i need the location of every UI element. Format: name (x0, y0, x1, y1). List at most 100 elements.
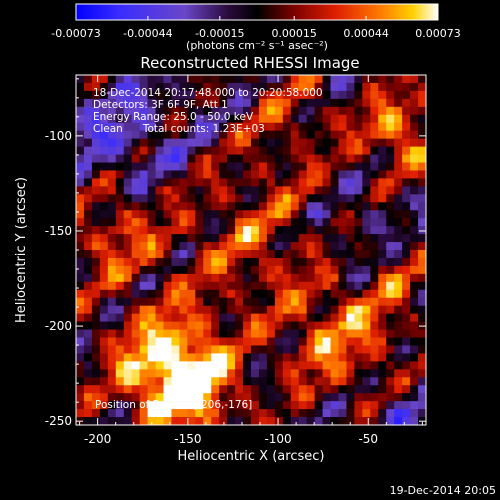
heatmap-cell (163, 345, 172, 354)
heatmap-cell (91, 106, 101, 116)
y-tick-label: -100 (45, 129, 72, 143)
heatmap-cell (322, 321, 331, 330)
heatmap-cell (370, 313, 379, 322)
heatmap-cell (83, 297, 93, 306)
heatmap-cell (338, 265, 347, 275)
heatmap-cell (91, 210, 101, 219)
heatmap-cell (163, 257, 172, 267)
heatmap-cell (362, 417, 371, 426)
heatmap-cell (227, 265, 236, 275)
heatmap-cell (219, 154, 228, 163)
heatmap-cell (91, 297, 101, 306)
heatmap-cell (386, 82, 395, 92)
heatmap-cell (386, 329, 395, 338)
heatmap-cell (211, 218, 220, 227)
heatmap-cell (115, 401, 125, 410)
heatmap-cell (386, 337, 395, 346)
heatmap-cell (211, 114, 220, 124)
heatmap-cell (195, 250, 204, 259)
heatmap-cell (123, 90, 132, 100)
heatmap-cell (171, 210, 180, 219)
heatmap-cell (386, 345, 395, 354)
heatmap-cell (235, 218, 244, 227)
heatmap-cell (203, 305, 212, 314)
heatmap-cell (251, 226, 260, 235)
heatmap-cell (258, 194, 268, 203)
heatmap-cell (179, 210, 188, 219)
heatmap-cell (139, 353, 148, 362)
heatmap-cell (155, 337, 164, 346)
heatmap-cell (235, 321, 244, 330)
heatmap-cell (370, 226, 379, 235)
heatmap-cell (258, 162, 268, 171)
heatmap-cell (115, 146, 125, 155)
heatmap-cell (171, 273, 180, 283)
heatmap-cell (155, 162, 164, 171)
heatmap-cell (187, 385, 196, 394)
heatmap-cell (187, 393, 196, 402)
heatmap-cell (378, 393, 387, 402)
heatmap-cell (370, 353, 379, 362)
heatmap-cell (322, 337, 331, 346)
heatmap-cell (187, 281, 196, 291)
heatmap-cell (115, 218, 125, 227)
heatmap-cell (258, 122, 268, 131)
heatmap-cell (203, 170, 212, 179)
heatmap-cell (274, 377, 284, 386)
heatmap-cell (107, 329, 117, 338)
heatmap-cell (139, 90, 148, 100)
heatmap-cell (115, 130, 125, 139)
heatmap-cell (123, 401, 132, 410)
heatmap-cell (258, 353, 268, 362)
heatmap-cell (306, 265, 315, 275)
heatmap-cell (179, 321, 188, 330)
heatmap-cell (131, 353, 140, 362)
heatmap-cell (155, 75, 164, 84)
heatmap-cell (378, 361, 387, 370)
heatmap-cell (282, 234, 292, 243)
heatmap-cell (123, 353, 132, 362)
heatmap-cell (306, 138, 315, 147)
heatmap-cell (163, 138, 172, 147)
heatmap-cell (386, 154, 395, 163)
heatmap-cell (115, 257, 125, 267)
heatmap-cell (402, 393, 411, 402)
heatmap-cell (386, 305, 395, 314)
heatmap-cell (290, 265, 300, 275)
heatmap-cell (123, 130, 132, 139)
heatmap-cell (123, 289, 132, 299)
heatmap-cell (306, 202, 315, 211)
heatmap-cell (346, 226, 355, 235)
heatmap-cell (298, 90, 307, 100)
heatmap-cell (338, 353, 347, 362)
heatmap-cell (76, 162, 85, 171)
heatmap-cell (203, 401, 212, 410)
heatmap-cell (243, 353, 252, 362)
heatmap-cell (338, 401, 347, 410)
heatmap-cell (227, 90, 236, 100)
heatmap-cell (330, 234, 339, 243)
heatmap-cell (274, 265, 284, 275)
heatmap-cell (203, 250, 212, 259)
heatmap-cell (147, 75, 156, 84)
heatmap-cell (298, 154, 307, 163)
heatmap-cell (115, 345, 125, 354)
heatmap-cell (394, 130, 403, 139)
heatmap-cell (330, 146, 339, 155)
heatmap-cell (354, 218, 363, 227)
heatmap-cell (322, 146, 331, 155)
heatmap-cell (418, 194, 427, 203)
heatmap-cell (298, 377, 307, 386)
heatmap-cell (171, 321, 180, 330)
heatmap-cell (322, 273, 331, 283)
heatmap-cell (306, 162, 315, 171)
heatmap-cell (195, 345, 204, 354)
heatmap-cell (410, 210, 419, 219)
heatmap-cell (251, 297, 260, 306)
heatmap-cell (370, 210, 379, 219)
heatmap-cell (274, 106, 284, 116)
heatmap-cell (266, 393, 276, 402)
heatmap-cell (298, 265, 307, 275)
heatmap-cell (394, 194, 403, 203)
heatmap-cell (298, 114, 307, 124)
